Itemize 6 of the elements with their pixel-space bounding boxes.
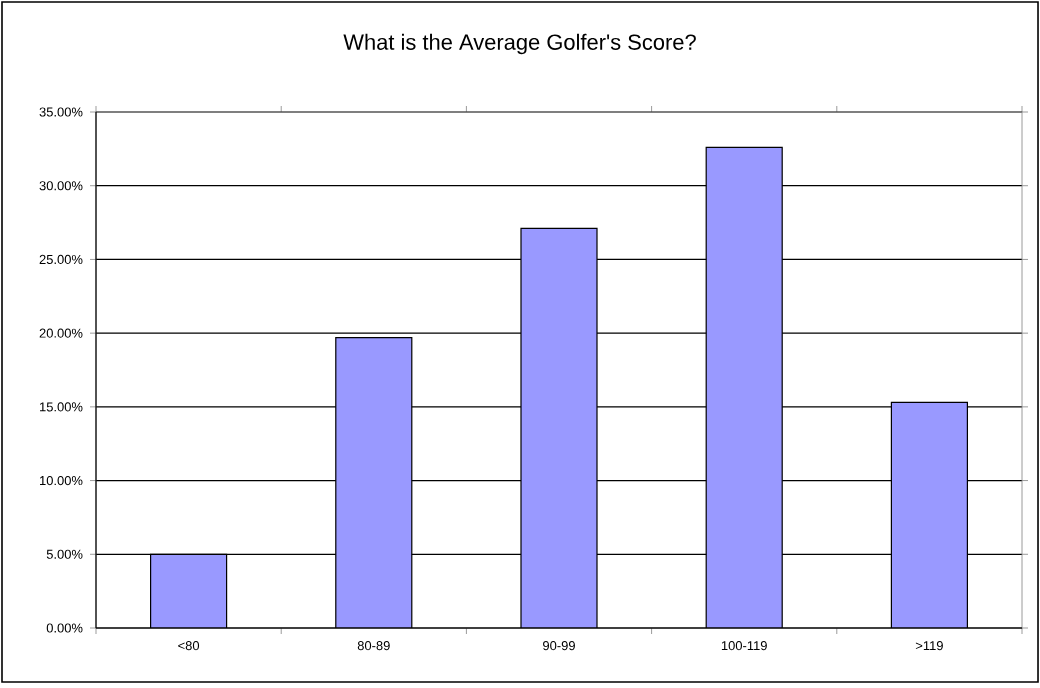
- bar: [150, 553, 228, 628]
- bar: [335, 336, 413, 628]
- bar: [705, 146, 783, 628]
- bar: [890, 401, 968, 628]
- bar: [520, 227, 598, 628]
- chart-title: What is the Average Golfer's Score?: [343, 33, 696, 55]
